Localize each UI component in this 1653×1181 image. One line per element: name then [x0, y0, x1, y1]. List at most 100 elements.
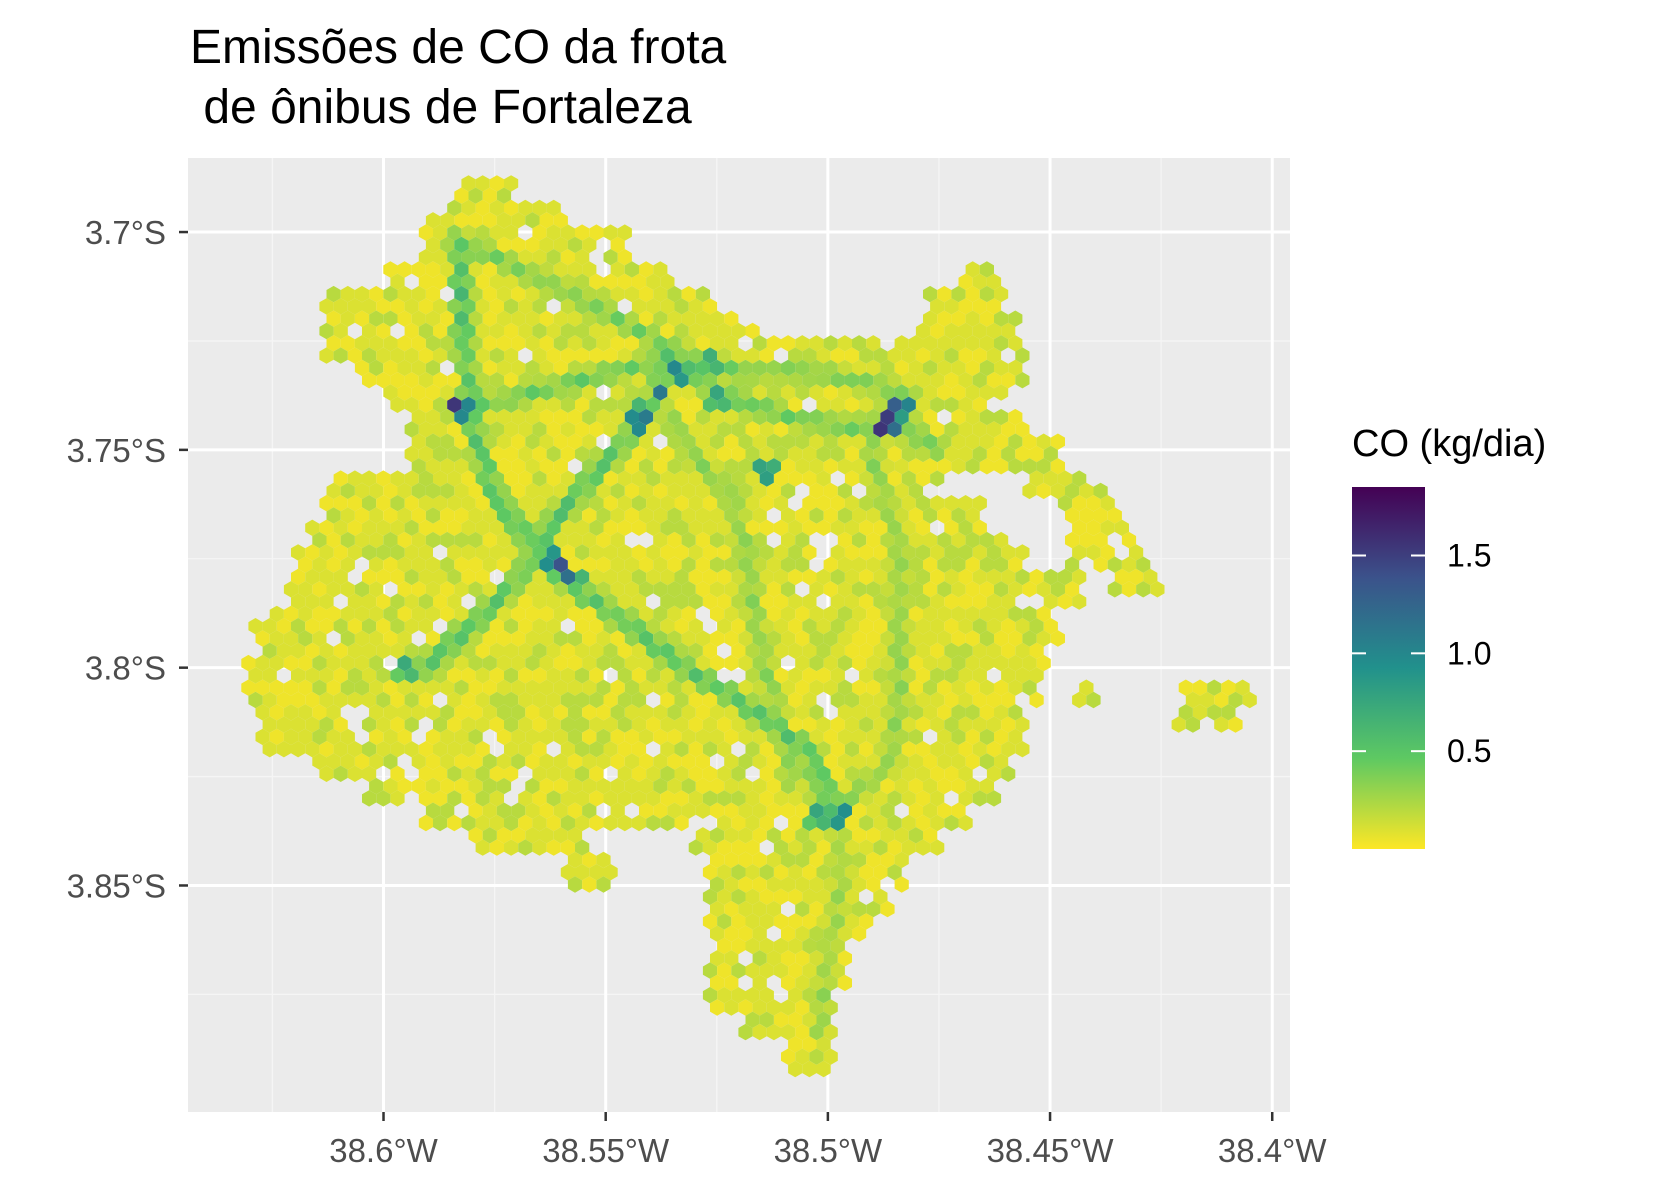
hex-cell: [468, 605, 483, 623]
hex-cell: [489, 716, 504, 733]
hex-cell: [596, 335, 611, 352]
hex-cell: [752, 335, 767, 352]
hex-cell: [596, 531, 611, 549]
hex-cell: [830, 544, 845, 561]
hex-cell: [539, 507, 554, 524]
hex-cell: [979, 679, 994, 696]
hex-cell: [482, 482, 497, 500]
hex-cell: [440, 802, 455, 819]
hex-cell: [724, 728, 739, 746]
hex-cell: [802, 741, 817, 758]
hex-cell: [702, 347, 718, 364]
hex-cell: [788, 741, 803, 758]
hex-cell: [596, 507, 611, 524]
x-axis: 38.6°W 38.55°W 38.5°W 38.45°W 38.4°W: [329, 1112, 1327, 1169]
hex-cell: [930, 495, 945, 512]
hex-cell: [1043, 470, 1058, 487]
hex-cell: [575, 544, 590, 561]
hex-cell: [575, 421, 590, 438]
hex-cell: [795, 753, 810, 770]
hex-cell: [915, 421, 931, 438]
hex-cell: [1121, 556, 1137, 573]
hex-cell: [333, 618, 348, 635]
hex-cell: [482, 335, 497, 352]
hex-cell: [667, 753, 682, 770]
hex-cell: [738, 777, 753, 795]
hex-cell: [859, 470, 874, 487]
hex-cell: [298, 679, 313, 696]
hex-cell: [710, 581, 725, 598]
legend-tick-label: 0.5: [1447, 733, 1491, 769]
hex-cell: [404, 544, 419, 561]
hex-cell: [248, 618, 263, 635]
hex-cell: [667, 433, 682, 450]
hex-cell: [887, 716, 902, 733]
hex-cell: [1008, 605, 1023, 623]
hex-cell: [717, 790, 732, 807]
hex-cell: [930, 421, 945, 438]
hex-cell: [560, 372, 575, 389]
hex-cell: [639, 458, 654, 475]
hex-cell: [504, 544, 519, 561]
hex-cell: [880, 359, 895, 377]
hex-cell: [489, 839, 504, 856]
hex-cell: [795, 1023, 810, 1041]
hex-cell: [1015, 544, 1030, 561]
hex-cell: [610, 728, 625, 746]
hex-cell: [674, 298, 689, 315]
hex-cell: [958, 298, 973, 315]
hex-cell: [603, 691, 618, 709]
hex-cell: [802, 593, 817, 610]
hex-cell: [915, 495, 931, 512]
hex-cell: [1107, 556, 1122, 573]
hex-cell: [255, 630, 270, 647]
hex-cell: [596, 605, 611, 623]
hex-cell: [738, 581, 753, 598]
hex-cell: [319, 691, 334, 709]
hex-cell: [766, 581, 781, 598]
hex-cell: [781, 433, 796, 450]
hex-cell: [681, 679, 696, 696]
hex-cell: [482, 458, 497, 475]
hex-cell: [880, 827, 895, 844]
hex-cell: [908, 531, 923, 549]
hex-cell: [1036, 581, 1051, 598]
hex-cell: [496, 482, 512, 500]
hex-cell: [674, 544, 689, 561]
hex-cell: [823, 1048, 838, 1065]
hex-cell: [773, 396, 789, 413]
hex-cell: [695, 482, 710, 500]
hex-cell: [965, 507, 980, 524]
hex-cell: [482, 777, 497, 795]
hex-cell: [539, 236, 554, 254]
hex-cell: [1008, 359, 1023, 377]
hex-cell: [404, 372, 419, 389]
hex-cell: [646, 519, 661, 536]
hex-cell: [425, 556, 441, 573]
hex-cell: [1228, 716, 1243, 733]
hex-cell: [958, 642, 973, 659]
y-tick-label: 3.75°S: [67, 432, 166, 469]
hex-cell: [617, 642, 632, 659]
hex-cell: [887, 519, 902, 536]
hex-cell: [979, 531, 994, 549]
hex-cell: [688, 347, 703, 364]
hex-cell: [631, 667, 647, 684]
hex-cell: [859, 642, 874, 659]
hex-cell: [781, 507, 796, 524]
hex-cell: [1114, 568, 1129, 586]
hex-cell: [269, 679, 284, 696]
hex-cell: [688, 372, 703, 389]
hex-cell: [354, 605, 370, 623]
hex-cell: [482, 654, 497, 672]
hex-cell: [589, 470, 604, 487]
hex-cell: [283, 581, 299, 598]
hex-cell: [724, 531, 739, 549]
hex-cell: [1001, 667, 1016, 684]
hex-cell: [610, 236, 625, 254]
hex-cell: [1107, 507, 1122, 524]
hex-cell: [930, 470, 945, 487]
hex-cell: [582, 753, 597, 770]
hex-cell: [915, 396, 931, 413]
hex-cell: [667, 777, 682, 795]
